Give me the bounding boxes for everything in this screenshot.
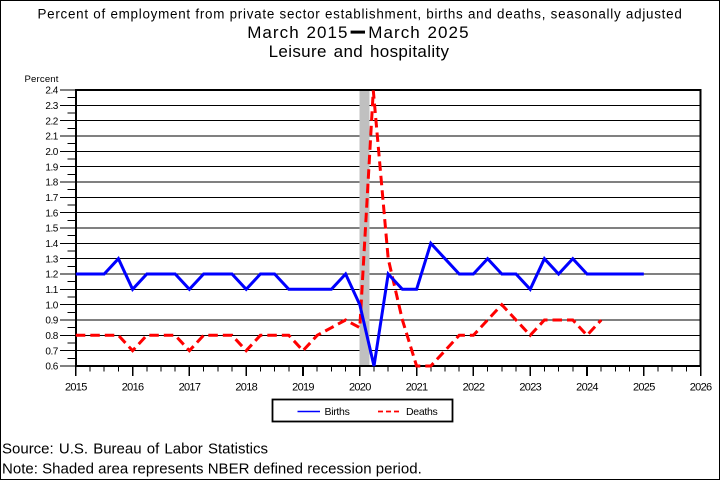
svg-text:2024: 2024 [576,382,598,394]
svg-text:Percent of employment from pri: Percent of employment from private secto… [37,6,682,21]
svg-text:2021: 2021 [406,382,428,394]
svg-text:1.8: 1.8 [45,178,58,189]
svg-text:2019: 2019 [292,382,314,394]
svg-text:2.1: 2.1 [45,132,58,143]
svg-text:2022: 2022 [463,382,485,394]
svg-text:1.9: 1.9 [45,162,58,173]
svg-text:0.6: 0.6 [45,362,58,373]
svg-text:0.9: 0.9 [45,316,58,327]
svg-text:2016: 2016 [122,382,144,394]
svg-text:Births: Births [325,406,350,418]
svg-text:2.4: 2.4 [45,86,58,97]
svg-text:2025: 2025 [633,382,655,394]
svg-text:2.0: 2.0 [45,147,58,158]
svg-text:1.1: 1.1 [45,285,58,296]
svg-text:Percent: Percent [25,74,59,85]
svg-text:1.5: 1.5 [45,224,58,235]
svg-text:2018: 2018 [235,382,257,394]
svg-text:2020: 2020 [349,382,371,394]
svg-text:Deaths: Deaths [406,406,438,418]
svg-text:1.4: 1.4 [45,239,58,250]
svg-text:Note: Shaded area represents: Note: Shaded area represents NBER define… [2,461,422,478]
svg-text:March 2025: March 2025 [368,23,469,42]
svg-text:Leisure and hospitality: Leisure and hospitality [269,42,450,61]
svg-text:2.3: 2.3 [45,101,58,112]
svg-text:1.3: 1.3 [45,254,58,265]
svg-text:0.7: 0.7 [45,346,58,357]
svg-text:2.2: 2.2 [45,116,58,127]
svg-text:1.0: 1.0 [45,300,58,311]
svg-text:1.6: 1.6 [45,208,58,219]
svg-text:1.7: 1.7 [45,193,58,204]
svg-text:2026: 2026 [690,382,712,394]
svg-text:1.2: 1.2 [45,270,58,281]
svg-text:2023: 2023 [519,382,541,394]
svg-text:Source: U.S. Bureau of Labor: Source: U.S. Bureau of Labor Statistics [2,441,268,458]
svg-text:0.8: 0.8 [45,331,58,342]
svg-text:March 2015: March 2015 [247,23,348,42]
svg-text:2017: 2017 [179,382,201,394]
svg-text:2015: 2015 [65,382,87,394]
